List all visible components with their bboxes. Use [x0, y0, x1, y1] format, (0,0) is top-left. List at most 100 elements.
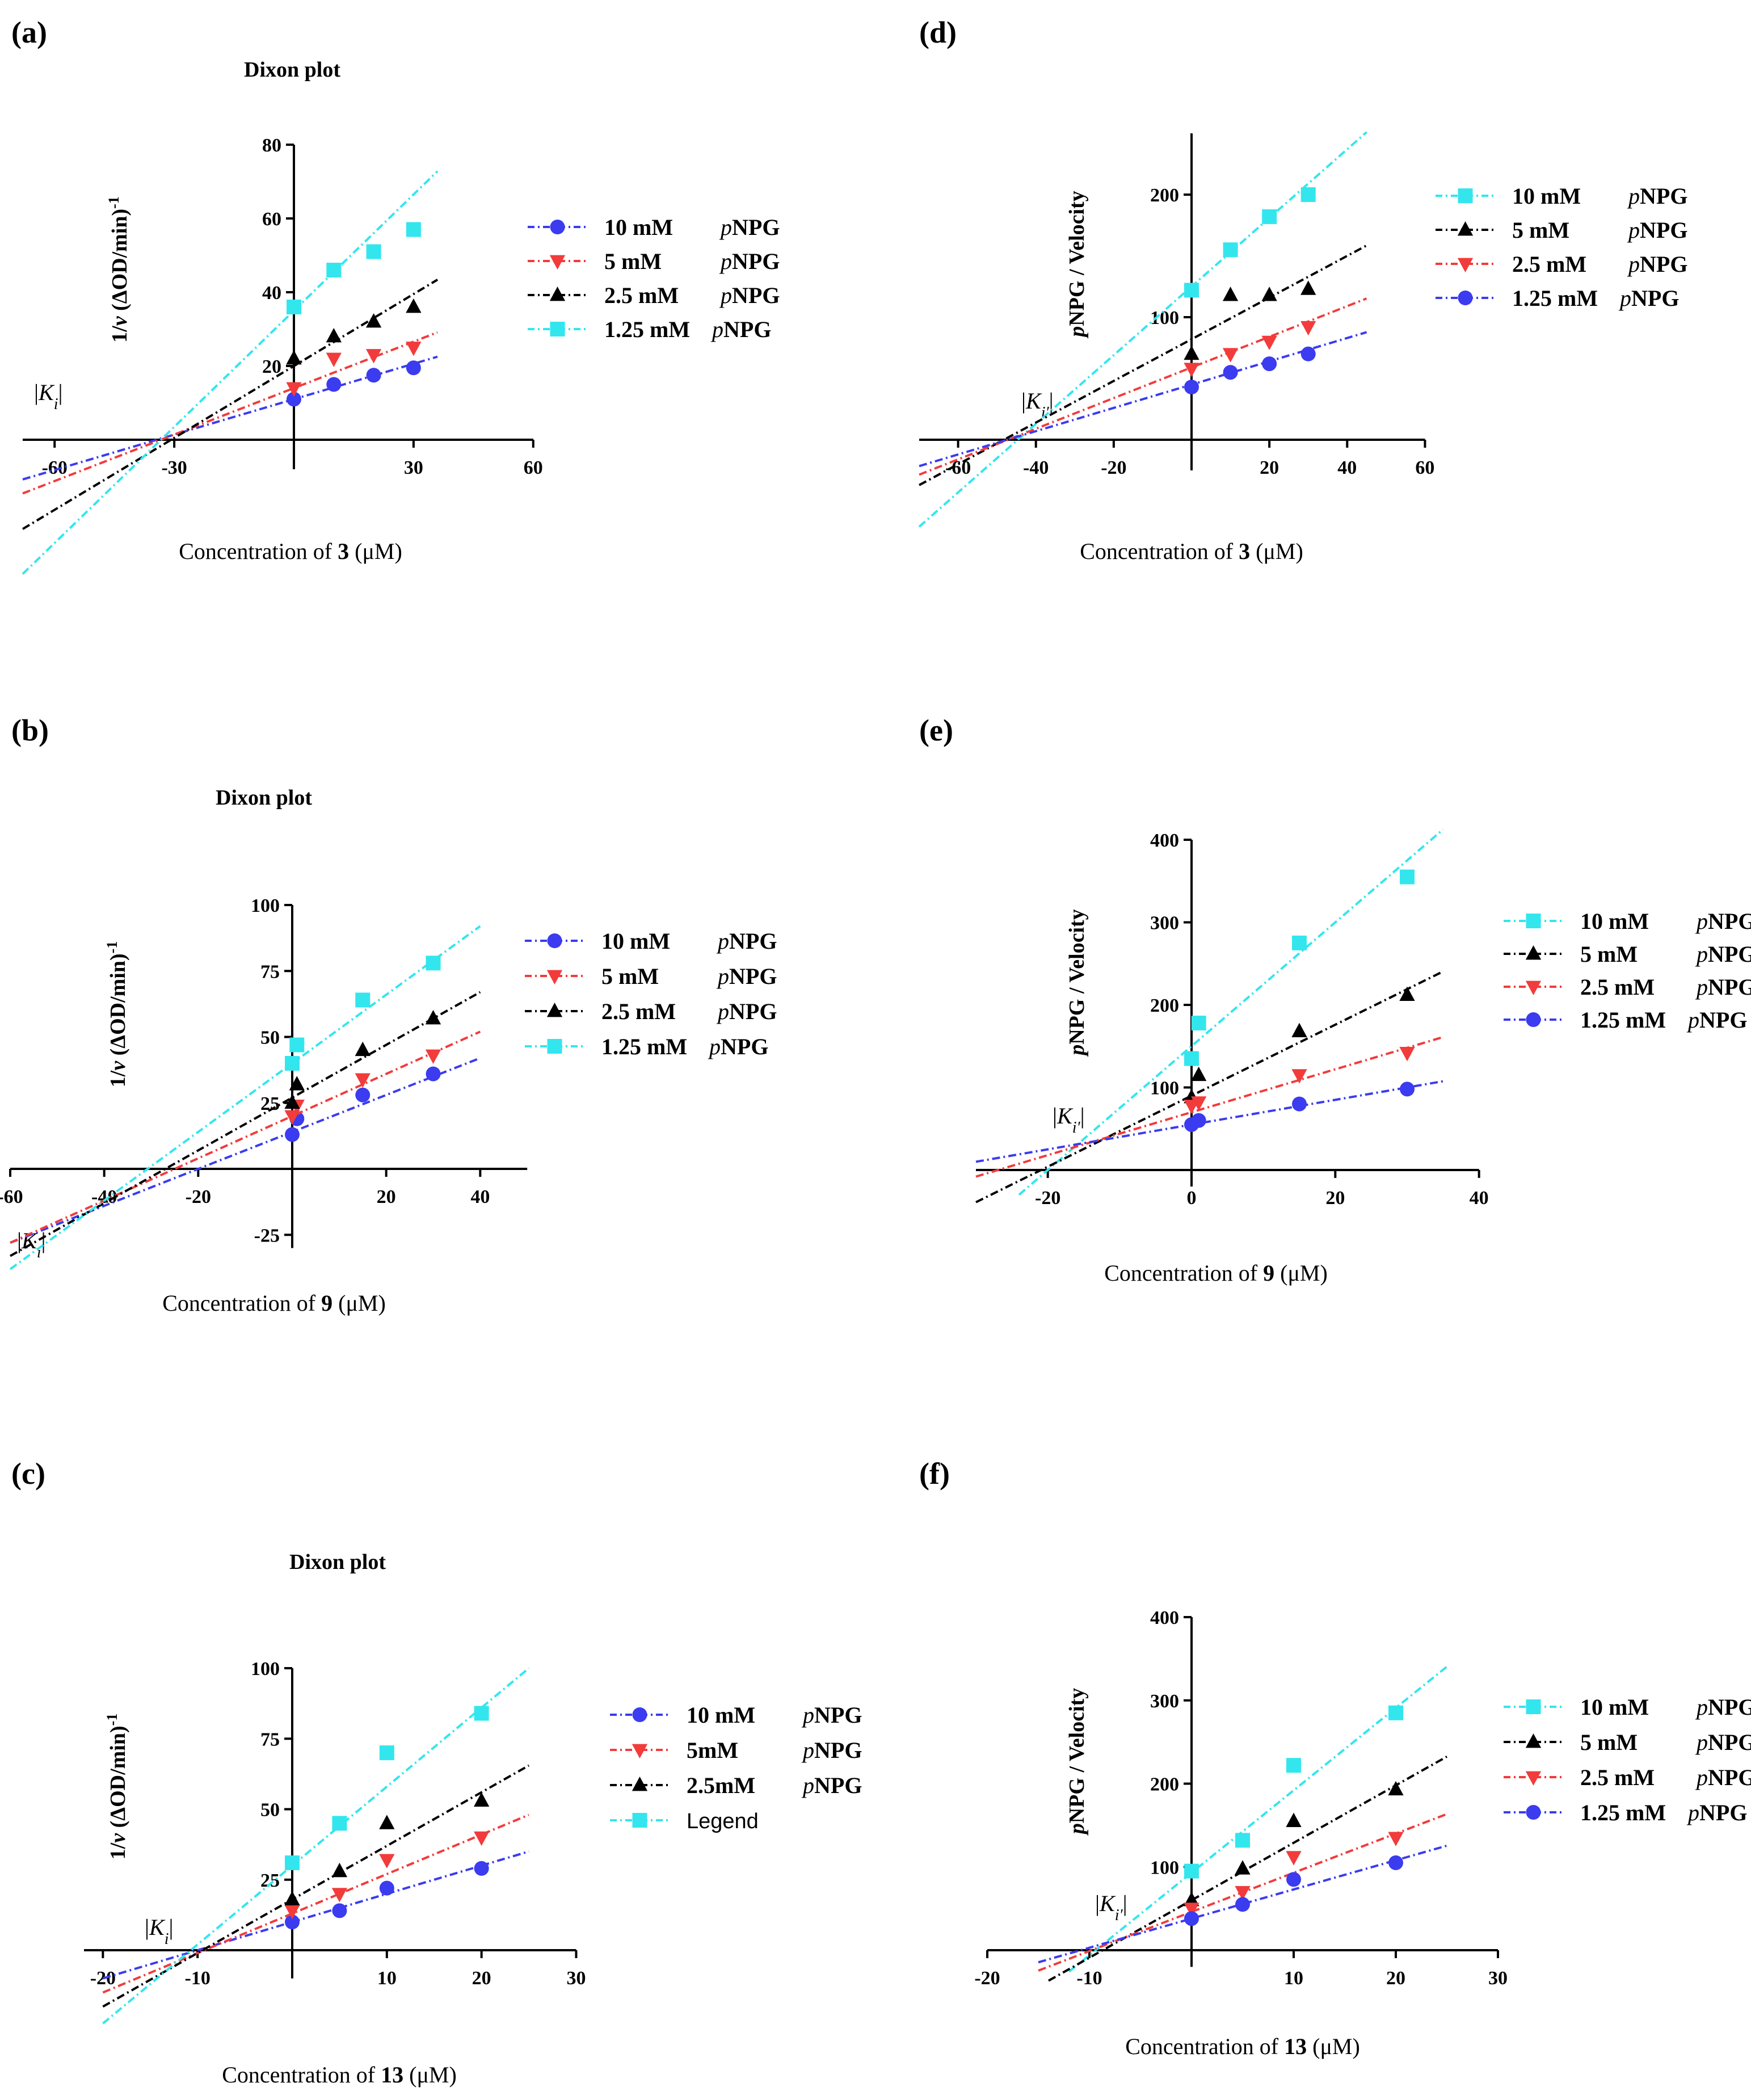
x-axis-label-b: Concentration of 9 (μM) [162, 1290, 386, 1316]
legend-label: 2.5 mM [1580, 974, 1655, 1000]
x-tick-label: -20 [974, 1968, 1000, 1989]
y-tick-label: 200 [1150, 1774, 1179, 1795]
y-tick-label: 300 [1150, 1691, 1179, 1712]
legend-marker [1525, 1771, 1542, 1786]
series-d-2: 2.5 mM pNPG [919, 251, 1687, 476]
data-point [365, 313, 382, 328]
series-f-2: 2.5 mM pNPG [1038, 1765, 1751, 1972]
legend-pnpg: pNPG [1695, 1729, 1751, 1755]
legend-pnpg: pNPG [708, 1034, 768, 1059]
series-a-3: 1.25 mM pNPG [22, 170, 771, 575]
data-point [1400, 869, 1415, 885]
legend-marker [1526, 914, 1541, 928]
legend-marker [1458, 291, 1473, 305]
legend-marker [549, 287, 566, 301]
legend-marker [1526, 1012, 1541, 1027]
data-point [326, 328, 342, 343]
y-tick-label: 50 [260, 1800, 280, 1821]
data-point [1286, 1812, 1302, 1827]
data-point [1261, 287, 1277, 301]
series-a-0: 10 mM pNPG [22, 214, 780, 481]
legend-pnpg: pNPG [1627, 251, 1687, 277]
x-tick-label: -10 [1076, 1968, 1102, 1989]
legend-marker [547, 933, 562, 948]
chart-title-c: Dixon plot [289, 1550, 386, 1574]
series-c-0: 10 mM pNPG [102, 1702, 862, 1980]
y-tick-label: 75 [260, 961, 280, 982]
data-point [1222, 348, 1239, 363]
x-tick-label: -60 [0, 1186, 23, 1207]
series-c-2: 2.5mM pNPG [102, 1764, 862, 2008]
data-point [1235, 1860, 1251, 1875]
series-e-0: 10 mM pNPG [1018, 828, 1751, 1196]
data-point [1223, 365, 1238, 380]
y-tick-label: 200 [1150, 995, 1179, 1016]
legend-label: 10 mM [1512, 183, 1581, 209]
legend-pnpg: pNPG [1686, 1800, 1747, 1825]
data-point [1399, 986, 1415, 1001]
ki-label-d: |Ki′| [1021, 388, 1054, 422]
y-tick-label: 100 [1150, 1078, 1179, 1099]
legend-marker [1457, 221, 1474, 236]
y-axis-label-f: pNPG / Velocity [1065, 1688, 1089, 1836]
legend-marker [632, 1744, 648, 1758]
data-point [1261, 335, 1277, 351]
data-point [1300, 187, 1316, 202]
data-point [1262, 209, 1277, 224]
legend-pnpg: pNPG [1695, 1694, 1751, 1720]
data-point [426, 1066, 441, 1081]
legend-pnpg: pNPG [1627, 217, 1687, 243]
data-point [326, 263, 342, 277]
series-d-3: 1.25 mM pNPG [919, 285, 1679, 468]
series-a-1: 5 mM pNPG [22, 249, 780, 495]
legend-pnpg: pNPG [719, 214, 780, 240]
fit-line [22, 355, 438, 481]
data-point [287, 392, 301, 407]
fit-line [102, 1764, 530, 2008]
x-tick-label: -40 [1023, 457, 1049, 478]
data-point [1235, 1833, 1250, 1848]
chart-title-a: Dixon plot [244, 58, 340, 82]
legend-marker [1525, 945, 1542, 960]
legend-label: 10 mM [601, 928, 670, 954]
legend-pnpg: pNPG [801, 1773, 862, 1798]
legend-label: 2.5 mM [1512, 251, 1586, 277]
y-tick-label: 80 [262, 135, 281, 156]
x-axis-label-c: Concentration of 13 (μM) [222, 2062, 457, 2088]
fit-line [1018, 828, 1444, 1196]
data-point [473, 1792, 490, 1807]
data-point [284, 1110, 300, 1125]
data-point [284, 1905, 300, 1920]
x-tick-label: 30 [404, 457, 423, 478]
ki-label-f: |Ki′| [1095, 1891, 1127, 1924]
data-point [1235, 1897, 1250, 1912]
data-point [286, 350, 302, 365]
legend-pnpg: pNPG [1618, 285, 1679, 311]
x-tick-label: -20 [1035, 1188, 1060, 1209]
data-point [1262, 356, 1277, 372]
legend-label: 5 mM [604, 249, 662, 274]
fit-line [1038, 1844, 1447, 1964]
x-tick-label: -20 [1101, 457, 1126, 478]
y-tick-label: 200 [1150, 185, 1179, 206]
legend-label: Legend [687, 1809, 759, 1833]
data-point [1300, 346, 1316, 361]
x-tick-label: 10 [1284, 1968, 1303, 1989]
data-point [379, 1745, 394, 1761]
data-point [1286, 1758, 1301, 1773]
data-point [1399, 1046, 1415, 1062]
fit-line [10, 991, 481, 1257]
panel-b: (b)Dixon plot-60-40-202040-252550751001/… [0, 713, 777, 1316]
series-f-0: 10 mM pNPG [1068, 1665, 1751, 1973]
legend-pnpg: pNPG [716, 963, 777, 989]
y-tick-label: 300 [1150, 913, 1179, 934]
series-d-0: 10 mM pNPG [918, 131, 1687, 528]
fit-line [9, 925, 481, 1270]
legend-label: 2.5 mM [604, 283, 679, 308]
x-tick-label: 30 [1488, 1968, 1508, 1989]
data-point [1184, 380, 1199, 395]
legend-label: 2.5 mM [1580, 1765, 1655, 1790]
legend-label: 1.25 mM [1580, 1007, 1666, 1033]
data-point [285, 1056, 300, 1071]
fit-line [975, 1036, 1443, 1178]
